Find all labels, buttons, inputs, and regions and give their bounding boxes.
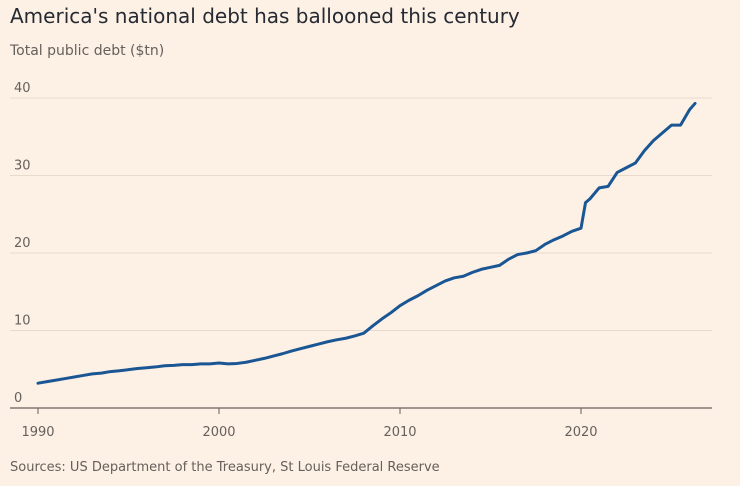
source-note: Sources: US Department of the Treasury, … bbox=[10, 460, 440, 475]
chart-subtitle: Total public debt ($tn) bbox=[10, 43, 165, 59]
y-tick-label-0: 0 bbox=[14, 391, 22, 406]
y-tick-label-20: 20 bbox=[14, 236, 31, 251]
y-tick-label-10: 10 bbox=[14, 314, 31, 329]
series-line-0 bbox=[36, 101, 697, 385]
x-tick-label-2020: 2020 bbox=[564, 425, 597, 440]
y-tick-label-40: 40 bbox=[14, 81, 31, 96]
gridlines bbox=[10, 97, 712, 409]
x-tick-label-1990: 1990 bbox=[21, 425, 54, 440]
x-axis-ticks: 1990 2000 2010 2020 bbox=[21, 408, 598, 440]
y-axis-ticks: 0 10 20 30 40 bbox=[14, 81, 31, 406]
x-tick-label-2010: 2010 bbox=[383, 425, 416, 440]
series-group bbox=[36, 101, 697, 385]
x-tick-label-2000: 2000 bbox=[202, 425, 235, 440]
chart-title: America's national debt has ballooned th… bbox=[10, 4, 520, 28]
y-tick-label-30: 30 bbox=[14, 159, 31, 174]
